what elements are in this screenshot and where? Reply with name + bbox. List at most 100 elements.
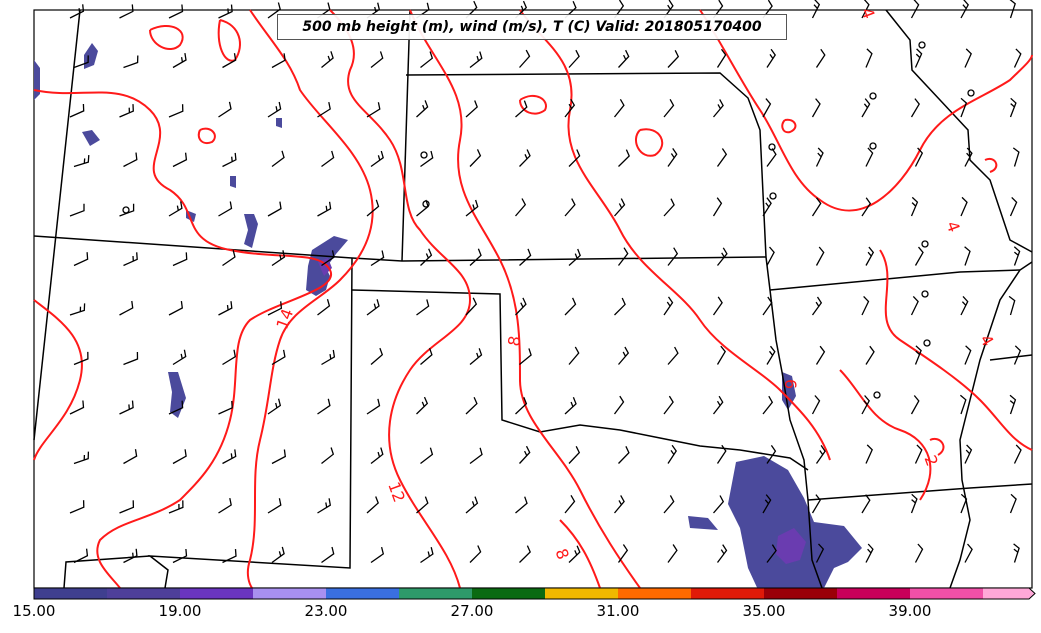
wind-barb (168, 400, 184, 415)
wind-barb (815, 48, 826, 68)
wind-barb (515, 297, 527, 316)
wind-barb (663, 495, 675, 514)
wind-barb (119, 400, 134, 415)
wind-barb (568, 149, 581, 167)
contour-label: 6 (781, 379, 800, 389)
wind-barb (716, 148, 728, 167)
plot-frame (33, 9, 1033, 589)
wind-barb (766, 246, 775, 266)
wind-barb (218, 101, 232, 118)
wind-barb (317, 398, 331, 415)
wind-barb (663, 296, 674, 316)
wind-barb (69, 103, 85, 118)
wind-barb (667, 544, 678, 563)
wind-barb (910, 98, 920, 118)
wind-barb (865, 48, 873, 68)
wind-barb (465, 297, 478, 316)
wind-barb (910, 0, 920, 19)
wind-barb (815, 445, 826, 464)
wind-barb (716, 247, 728, 266)
colorbar-tick-label: 31.00 (596, 602, 640, 620)
wind-barb (218, 497, 232, 514)
wind-barb (712, 395, 724, 415)
wind-barb (321, 546, 335, 564)
wind-barb (1009, 493, 1017, 514)
wind-barb (564, 98, 576, 118)
wind-barb (123, 152, 138, 168)
wind-barb (73, 351, 89, 366)
wind-barb (663, 0, 674, 19)
wind-barb (218, 400, 233, 415)
wind-barb (762, 296, 773, 316)
wind-barb (568, 49, 580, 68)
wind-barb (267, 101, 282, 118)
wind-barb (317, 498, 332, 514)
contour-label: 8 (504, 334, 524, 347)
wind-barb (861, 197, 872, 217)
wind-barb (564, 397, 577, 415)
wind-barb (1013, 246, 1021, 266)
colorbar-tick-label: 19.00 (158, 602, 202, 620)
wind-barb (618, 49, 630, 68)
wind-barb (465, 199, 479, 217)
wind-barb (914, 246, 924, 266)
wind-barb (1008, 295, 1016, 316)
wind-barb (667, 148, 678, 167)
wind-barb (416, 299, 430, 316)
wind-barb (321, 150, 335, 168)
wind-barb (172, 252, 188, 267)
wind-barb (667, 247, 679, 266)
wind-barb (73, 548, 89, 564)
wind-barb (914, 543, 924, 563)
wind-barb (960, 493, 968, 514)
colorbar-segment (180, 588, 254, 599)
colorbar-segment (764, 588, 838, 599)
wind-barb (614, 297, 626, 316)
wind-barb (613, 0, 625, 19)
wind-barb (420, 447, 434, 465)
wind-barb (267, 498, 282, 514)
wind-barb (267, 201, 282, 217)
wind-barb (716, 345, 726, 365)
wind-barb (469, 248, 482, 266)
wind-barb (366, 199, 380, 217)
wind-barb (914, 345, 922, 365)
wind-barb (617, 544, 629, 563)
wind-barb (618, 149, 630, 167)
wind-barb (123, 351, 139, 366)
wind-barb (910, 395, 920, 415)
colorbar-segment (618, 588, 692, 599)
wind-barb (1013, 48, 1022, 68)
wind-barb (667, 444, 677, 464)
wind-barb (713, 99, 724, 118)
wind-barb (865, 147, 874, 167)
wind-barb (910, 493, 918, 514)
wind-barb (465, 100, 478, 118)
wind-barb (73, 55, 89, 69)
wind-barb (222, 549, 237, 564)
wind-barb (960, 97, 968, 118)
wind-barb (960, 295, 969, 316)
colorbar-tick-label: 27.00 (450, 602, 494, 620)
colorbar-segment (472, 588, 546, 599)
wind-barb (766, 544, 777, 563)
colorbar-segment (326, 588, 400, 599)
wind-barb (465, 496, 479, 514)
wind-barb (172, 349, 187, 366)
wind-barb (321, 349, 336, 366)
wind-barb (119, 500, 135, 514)
wind-barb (519, 248, 532, 266)
colorbar-segment (691, 588, 765, 599)
calm-wind-circles (122, 41, 975, 399)
wind-barb (271, 449, 287, 465)
wind-barb (861, 98, 871, 118)
colorbar-segment (107, 588, 181, 599)
wind-barb (515, 496, 528, 514)
wind-barb (667, 50, 680, 68)
wind-barbs (69, 0, 1022, 564)
wind-barb (568, 446, 581, 464)
wind-barb (267, 301, 283, 316)
wind-barb (713, 495, 725, 514)
wind-barb (271, 150, 285, 168)
wind-barb (766, 48, 776, 68)
